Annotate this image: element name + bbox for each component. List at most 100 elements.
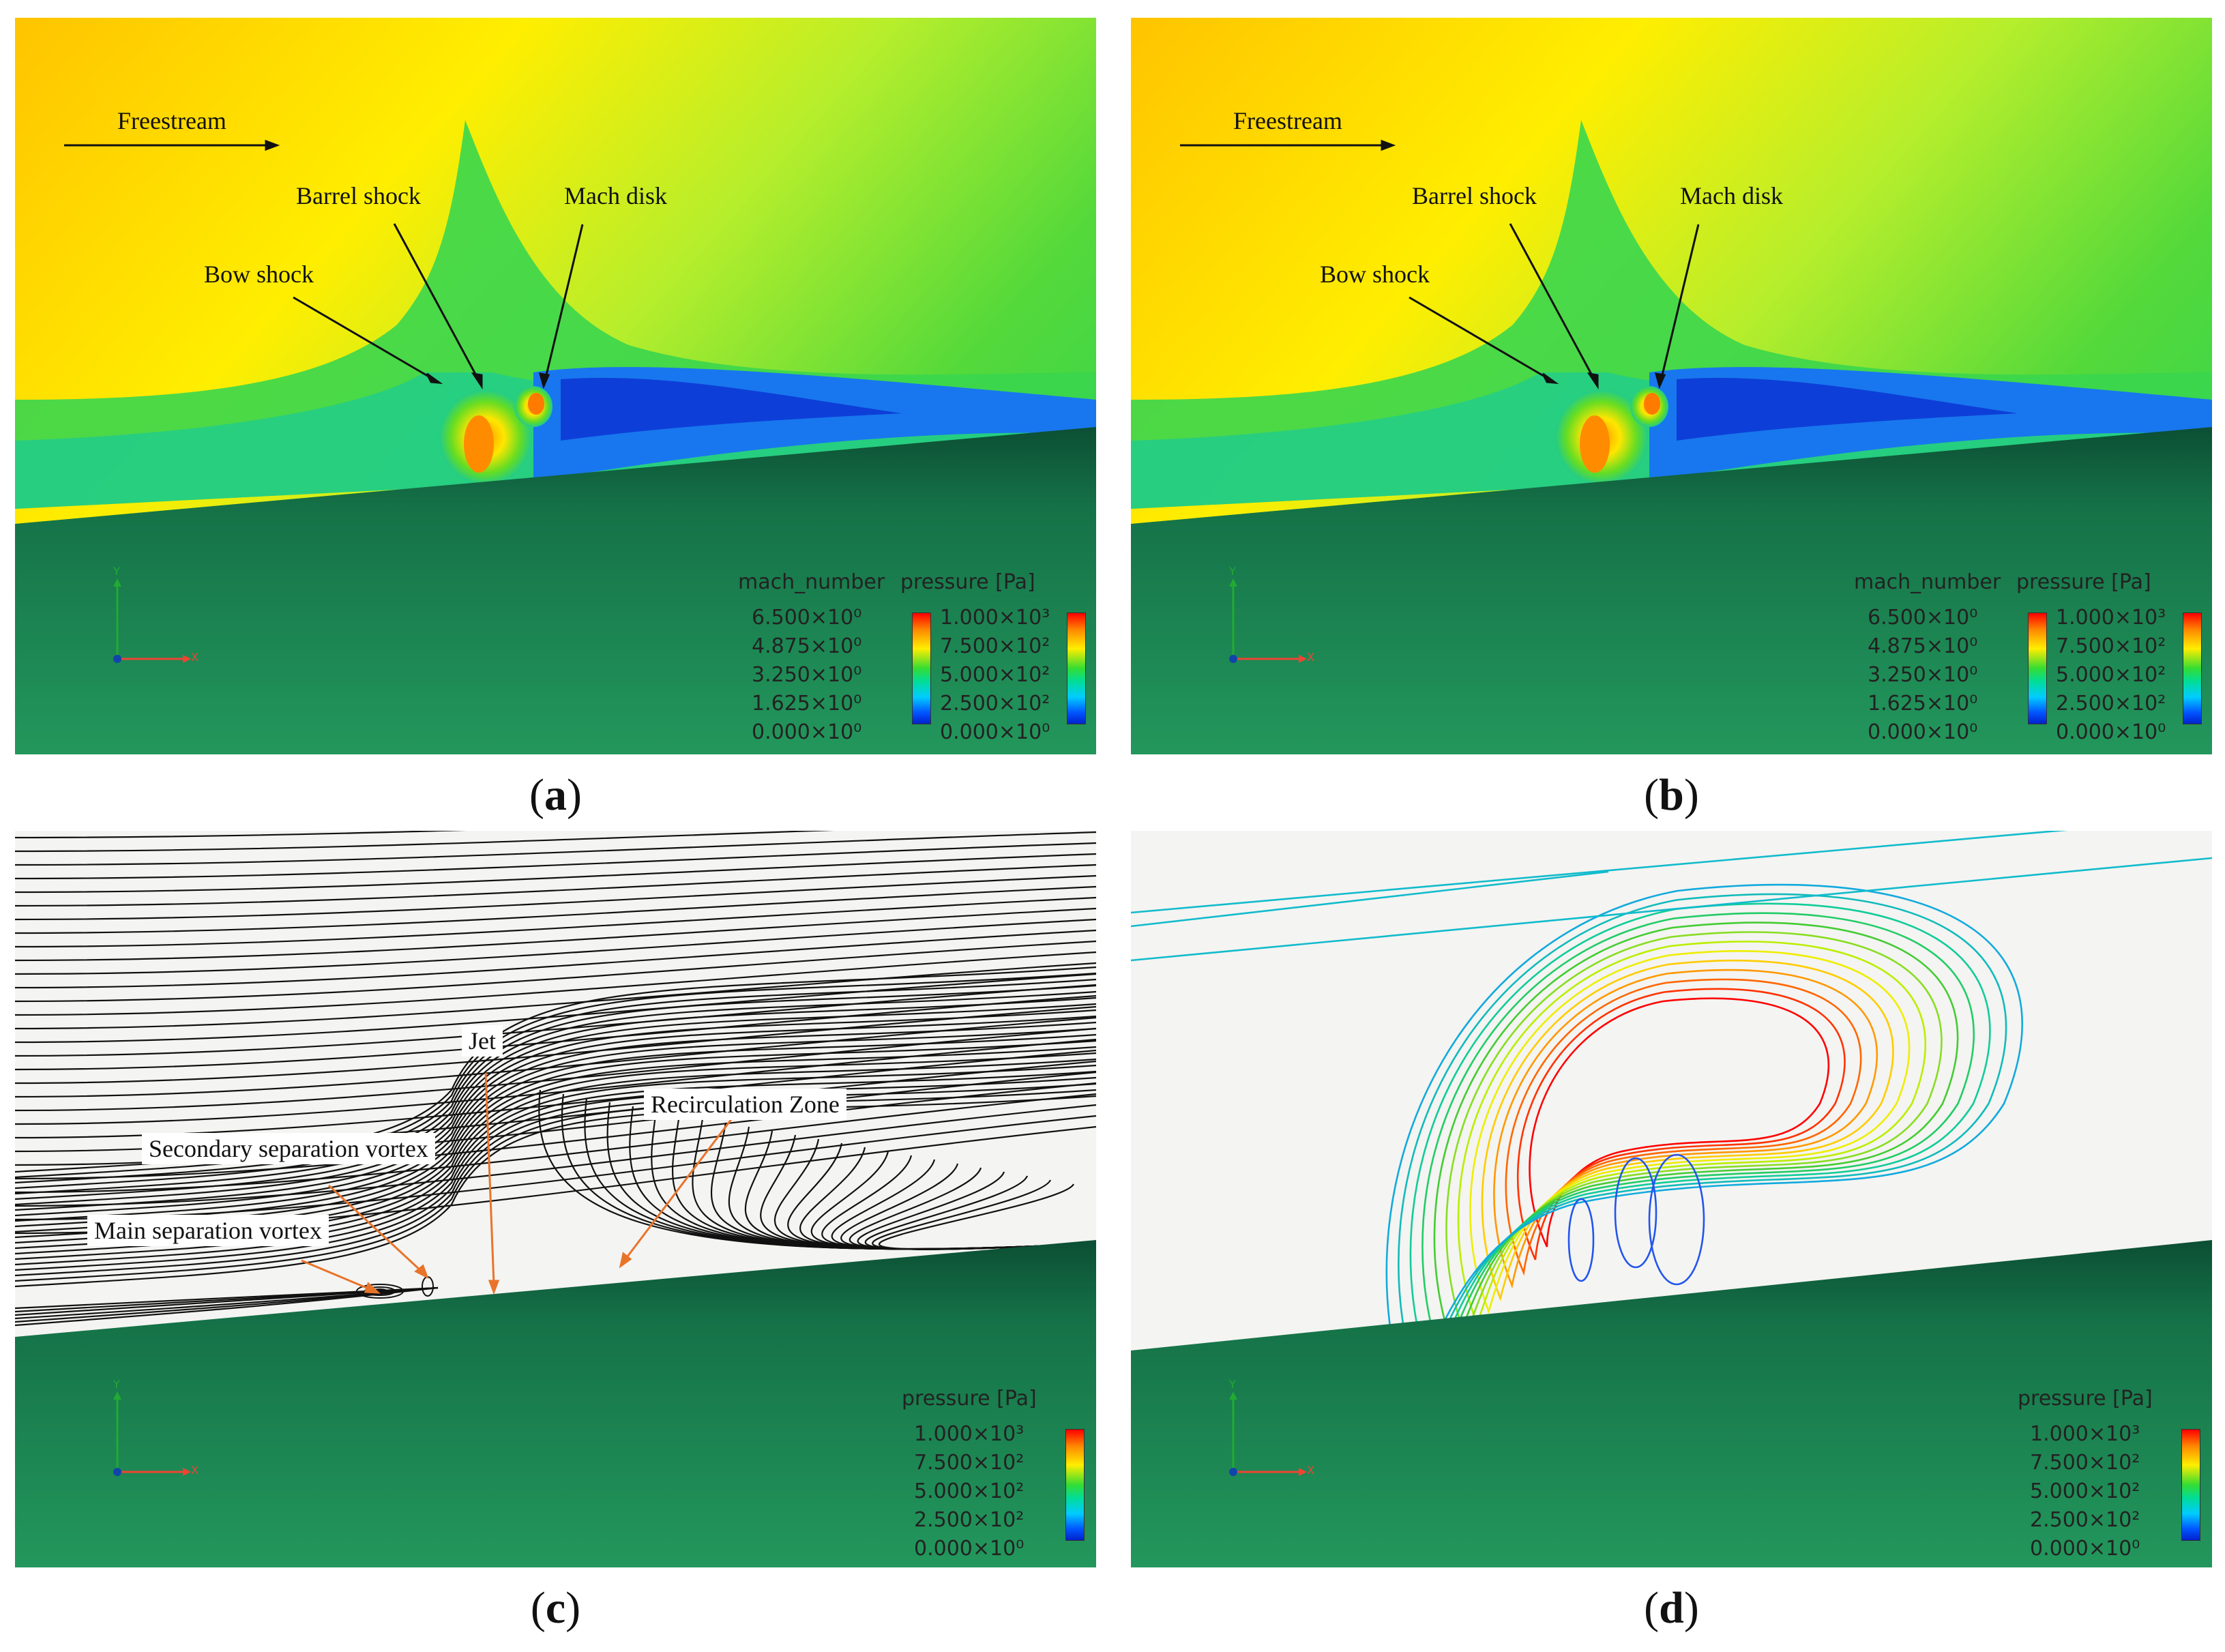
pressure-tick: 7.500×10² (914, 1451, 1025, 1475)
axis-y-label: Y (113, 1378, 120, 1391)
pressure-tick: 7.500×10² (2056, 634, 2166, 658)
streamline (15, 997, 1096, 1200)
coordinate-axes: Y X (1220, 565, 1315, 666)
streamline (15, 831, 1096, 866)
streamline (15, 940, 1096, 1003)
axis-y-label: Y (1229, 1378, 1236, 1391)
legend-mach-title: mach_number (738, 570, 885, 594)
freestream-label: Freestream (1233, 107, 1342, 134)
streamline (15, 1082, 1096, 1180)
pressure-tick: 0.000×10⁰ (2056, 720, 2166, 744)
barrel-shock-label: Barrel shock (1412, 182, 1537, 209)
contour-line (1421, 912, 1975, 1366)
streamline (15, 1016, 1096, 1098)
mach-tick: 4.875×10⁰ (752, 634, 862, 658)
streamline (15, 896, 1096, 948)
streamline (15, 1003, 1096, 1206)
pressure-tick: 0.000×10⁰ (940, 720, 1050, 744)
mach-tick: 6.500×10⁰ (1868, 606, 1978, 630)
recirculation-zone-label: Recirculation Zone (644, 1089, 846, 1120)
legend-pressure-title: pressure [Pa] (2016, 570, 2151, 594)
streamline (879, 1183, 1096, 1250)
contour-lines (1131, 831, 2212, 1404)
barrel-shock-label: Barrel shock (296, 182, 421, 209)
legend-pressure-title: pressure [Pa] (2018, 1387, 2153, 1411)
pressure-tick: 7.500×10² (940, 634, 1050, 658)
contour-line (1433, 921, 1959, 1353)
contour-line (1493, 969, 1878, 1289)
mach-tick: 1.625×10⁰ (752, 692, 862, 716)
mach-disk-label: Mach disk (1680, 182, 1783, 209)
pressure-tick: 2.500×10² (940, 692, 1050, 716)
panel-a: Freestream Barrel shock Mach disk Bow sh… (15, 18, 1096, 754)
mach-disk-label: Mach disk (564, 182, 667, 209)
streamline (15, 984, 1096, 1190)
streamline (15, 1104, 1096, 1207)
pressure-tick: 0.000×10⁰ (914, 1537, 1025, 1561)
streamline (15, 885, 1096, 934)
mach-tick: 0.000×10⁰ (1868, 720, 1978, 744)
contour-line (1469, 950, 1911, 1314)
streamline (15, 831, 834, 853)
mach-tick: 3.250×10⁰ (752, 663, 862, 687)
streamline (15, 1286, 439, 1323)
streamline (15, 1027, 1096, 1228)
mach-contour-field (15, 18, 1096, 754)
streamline-field (15, 831, 1096, 1567)
mach-tick: 3.250×10⁰ (1868, 663, 1978, 687)
panel-c: Jet Recirculation Zone Secondary separat… (15, 831, 1096, 1567)
pressure-tick: 5.000×10² (940, 663, 1050, 687)
pressure-contour-lines (1131, 831, 2212, 1567)
pressure-tick: 1.000×10³ (2056, 606, 2166, 630)
contour-line (1648, 1153, 1705, 1286)
freestream-label: Freestream (117, 107, 226, 134)
streamline (15, 864, 1096, 907)
axis-x-label: X (1307, 1464, 1314, 1477)
jet-label: Jet (462, 1025, 503, 1057)
mach-colorbar (2028, 613, 2047, 724)
coordinate-axes: Y X (1220, 1378, 1315, 1479)
contour-line (1131, 831, 2068, 914)
caption-b: (b) (1644, 770, 1699, 820)
streamline (15, 918, 1096, 975)
streamline (15, 962, 1096, 1030)
contour-line (1516, 988, 1846, 1260)
streamline (15, 1070, 1096, 1266)
streamline (15, 973, 1096, 1044)
main-separation-vortex-label: Main separation vortex (87, 1215, 329, 1246)
contour-line (1505, 978, 1862, 1276)
caption-c: (c) (530, 1583, 581, 1633)
streamline (15, 978, 1096, 1184)
caption-a: (a) (529, 770, 582, 820)
pressure-colorbar (2181, 1429, 2200, 1541)
axis-x-label: X (191, 651, 198, 664)
pressure-tick: 7.500×10² (2030, 1451, 2140, 1475)
contour-line (1398, 893, 2007, 1391)
secondary-separation-vortex-label: Secondary separation vortex (142, 1133, 435, 1164)
coordinate-axes: Y X (104, 1378, 199, 1479)
streamline (15, 907, 1096, 962)
streamline (15, 842, 1096, 880)
pressure-tick: 0.000×10⁰ (2030, 1537, 2140, 1561)
pressure-tick: 5.000×10² (914, 1479, 1025, 1503)
mach-contour-field (1131, 18, 2212, 754)
contour-line (1567, 1198, 1595, 1282)
pressure-tick: 5.000×10² (2030, 1479, 2140, 1503)
pressure-tick: 1.000×10³ (2030, 1422, 2140, 1446)
streamline (15, 1009, 1096, 1211)
streamline (15, 929, 1096, 989)
contour-line (1131, 870, 1609, 928)
mach-colorbar (912, 613, 931, 724)
axis-y-label: Y (113, 565, 120, 578)
streamline (15, 994, 1096, 1071)
pressure-tick: 2.500×10² (2056, 692, 2166, 716)
contour-line (1445, 931, 1943, 1340)
pressure-tick: 5.000×10² (2056, 663, 2166, 687)
pressure-tick: 1.000×10³ (914, 1422, 1025, 1446)
legend-pressure-title: pressure [Pa] (902, 1387, 1037, 1411)
streamline (15, 951, 1096, 1016)
contour-line (1529, 997, 1830, 1248)
coordinate-axes: Y X (104, 565, 199, 666)
panel-d: Y X pressure [Pa] 1.000×10³ 7.500×10² 5.… (1131, 831, 2212, 1567)
pressure-colorbar (1067, 613, 1086, 724)
